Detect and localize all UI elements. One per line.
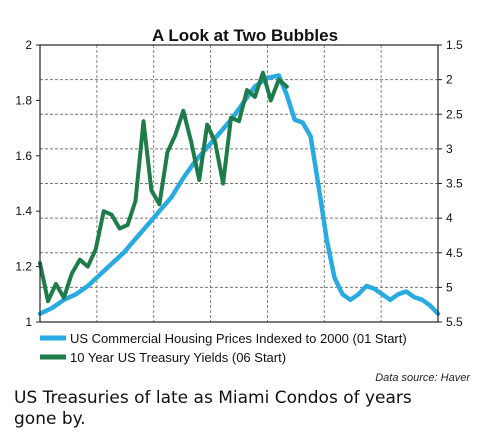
caption: US Treasuries of late as Miami Condos of… <box>14 388 412 429</box>
right-tick-label: 3.5 <box>446 177 463 191</box>
chart-title: A Look at Two Bubbles <box>152 26 338 45</box>
left-tick-label: 1.8 <box>15 93 32 107</box>
right-tick-label: 1.5 <box>446 38 463 52</box>
left-tick-label: 2 <box>25 38 32 52</box>
right-tick-label: 4.5 <box>446 246 463 260</box>
right-tick-label: 4 <box>446 211 453 225</box>
left-tick-label: 1.6 <box>15 149 32 163</box>
right-tick-label: 3 <box>446 142 453 156</box>
series-lines <box>37 70 441 316</box>
treasury-yields-line <box>38 70 289 304</box>
left-tick-label: 1.2 <box>15 260 32 274</box>
right-tick-label: 2.5 <box>446 107 463 121</box>
plot-frame <box>39 44 439 323</box>
right-tick-label: 2 <box>446 73 453 87</box>
left-tick-label: 1 <box>25 315 32 329</box>
housing-prices-line <box>37 73 441 316</box>
source-note: Data source: Haver <box>375 372 470 384</box>
legend-label-yields: 10 Year US Treasury Yields (06 Start) <box>70 350 286 365</box>
grid <box>40 45 438 322</box>
axis-ticks: 1.5 2 2.5 3 3.5 4 4.5 5 5.5 1 1.2 1.4 1.6 1.8 2 <box>15 38 463 329</box>
right-tick-label: 5.5 <box>446 315 463 329</box>
legend-label-housing: US Commercial Housing Prices Indexed to … <box>70 331 407 346</box>
left-tick-label: 1.4 <box>15 204 32 218</box>
right-tick-label: 5 <box>446 280 453 294</box>
legend: US Commercial Housing Prices Indexed to … <box>40 331 407 365</box>
